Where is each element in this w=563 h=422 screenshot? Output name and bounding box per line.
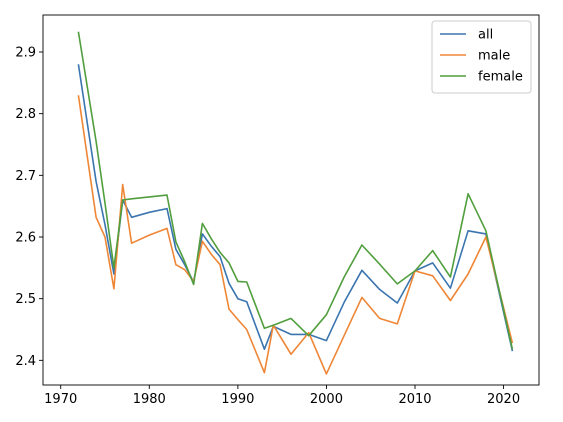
y-tick-label: 2.6: [15, 231, 36, 246]
y-tick-label: 2.4: [15, 354, 36, 369]
legend-box: [431, 20, 532, 94]
legend-label-female: female: [478, 70, 523, 85]
y-tick-label: 2.9: [15, 46, 36, 61]
series-line-male: [77, 95, 514, 375]
y-tick-label: 2.8: [15, 107, 36, 122]
plot-frame: [42, 14, 540, 386]
legend: all male female: [431, 20, 532, 94]
series-layer: [77, 31, 514, 375]
y-tick-label: 2.5: [15, 292, 36, 307]
x-tick-label: 2010: [398, 392, 431, 407]
x-tick-label: 2000: [310, 392, 343, 407]
axes-layer: 1970 1980 1990 2000 2010 2020 2.4 2.5 2.6 2.7 2.8 2…: [15, 14, 540, 407]
y-tick-label: 2.7: [15, 169, 36, 184]
series-line-female: [77, 31, 514, 350]
x-tick-label: 1990: [221, 392, 254, 407]
series-line-all: [77, 64, 514, 352]
x-tick-label: 2020: [487, 392, 520, 407]
x-tick-label: 1980: [133, 392, 166, 407]
legend-label-male: male: [478, 49, 510, 64]
legend-label-all: all: [478, 28, 493, 43]
x-tick-label: 1970: [44, 392, 77, 407]
